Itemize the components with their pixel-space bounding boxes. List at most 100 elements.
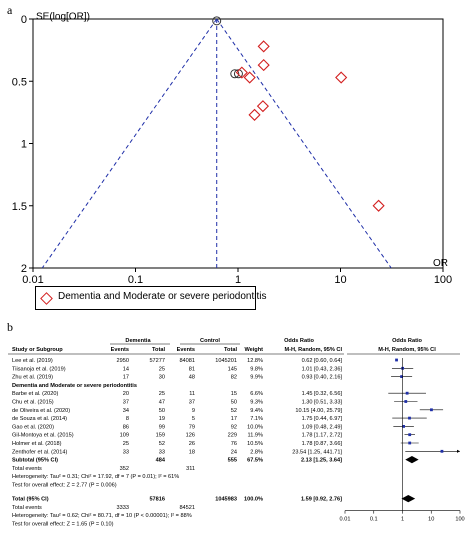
events-control: 37 — [189, 400, 195, 406]
events-dementia: 20 — [123, 391, 129, 397]
total-or-ci: 1.59 [0.92, 2.76] — [301, 497, 342, 503]
header-weight: Weight — [244, 347, 263, 353]
subtotal-total-control: 555 — [228, 458, 237, 464]
or-ci: 0.93 [0.40, 2.16] — [302, 375, 343, 381]
total-events-dementia: 3333 — [117, 505, 129, 511]
diamond-point — [243, 71, 256, 84]
subtotal-events-dementia: 352 — [120, 466, 129, 472]
circle-point — [230, 69, 240, 79]
total-heterogeneity: Heterogeneity: Tau² = 0.62; Chi² = 80.71… — [12, 513, 192, 519]
study-marker — [404, 400, 408, 403]
diamond-point — [248, 108, 261, 121]
diamond-point — [235, 66, 248, 79]
funnel-plot: 0.01 0.1 1 10 100 0 0.5 1 1.5 2 SE(log[OR]) OR Deme… — [12, 12, 452, 310]
study-name: Tiisanoja et al. (2019) — [12, 366, 66, 372]
diamond-point — [335, 71, 348, 84]
total-control: 50 — [231, 400, 237, 406]
total-dementia: 57277 — [149, 358, 165, 364]
study-marker — [400, 375, 403, 378]
or-ci: 0.62 [0.60, 0.64] — [302, 358, 343, 364]
header-total: Total — [224, 347, 237, 353]
or-ci: 23.54 [1.25, 441.71] — [292, 449, 342, 455]
total-control: 76 — [231, 441, 237, 447]
or-ci: 1.30 [0.51, 3.33] — [302, 400, 343, 406]
study-marker — [430, 408, 433, 412]
events-dementia: 8 — [126, 416, 129, 422]
events-control: 18 — [189, 449, 195, 455]
study-marker — [402, 425, 405, 428]
header-method-plot: M-H, Random, 95% CI — [378, 347, 436, 353]
total-total-control: 1045983 — [215, 497, 237, 503]
study-name: Gao et al. (2020) — [12, 424, 54, 430]
header-method: M-H, Random, 95% CI — [285, 347, 343, 353]
weight: 9.8% — [250, 366, 263, 372]
events-control: 48 — [189, 375, 195, 381]
diamond-point — [257, 40, 270, 53]
total-control: 229 — [228, 433, 237, 439]
subtotal-events-control: 311 — [186, 466, 195, 472]
events-control: 81 — [189, 366, 195, 372]
study-marker — [408, 441, 412, 445]
total-events-label: Total events — [12, 505, 42, 511]
events-dementia: 86 — [123, 424, 129, 430]
x-tick-label: 0.1 — [128, 274, 143, 286]
total-control: 145 — [228, 366, 237, 372]
total-dementia: 52 — [159, 441, 165, 447]
study-marker — [395, 358, 398, 362]
total-dementia: 50 — [159, 408, 165, 414]
y-axis-title: SE(log[OR]) — [36, 12, 90, 23]
events-dementia: 109 — [120, 433, 129, 439]
total-dementia: 33 — [159, 449, 165, 455]
legend-label: Dementia and Moderate or severe periodon… — [58, 291, 267, 302]
header-odds-ratio: Odds Ratio — [284, 338, 314, 344]
events-control: 5 — [192, 416, 195, 422]
total-dementia: 159 — [156, 433, 165, 439]
total-control: 15 — [231, 391, 237, 397]
or-ci: 1.78 [0.87, 3.66] — [302, 441, 343, 447]
study-name: Chu et al. (2015) — [12, 400, 54, 406]
total-dementia: 30 — [159, 375, 165, 381]
diamond-point — [257, 58, 270, 72]
weight: 9.3% — [250, 400, 263, 406]
study-marker — [408, 433, 412, 437]
y-tick-label: 0 — [21, 14, 27, 26]
x-tick-label: 100 — [434, 274, 452, 286]
funnel-plot-svg: 0.01 0.1 1 10 100 0 0.5 1 1.5 2 SE(log[OR]) OR — [12, 12, 452, 287]
total-events-control: 84521 — [179, 505, 195, 511]
total-control: 82 — [231, 375, 237, 381]
total-control: 24 — [231, 449, 237, 455]
events-dementia: 37 — [123, 400, 129, 406]
total-control: 92 — [231, 424, 237, 430]
x-tick-label: 0.01 — [22, 274, 43, 286]
forest-x-tick-label: 0.01 — [340, 517, 351, 523]
or-ci: 1.78 [1.17, 2.72] — [302, 433, 343, 439]
header-total: Total — [152, 347, 165, 353]
diamond-icon — [40, 292, 53, 305]
total-dementia: 47 — [159, 400, 165, 406]
events-control: 26 — [189, 441, 195, 447]
events-control: 84081 — [179, 358, 195, 364]
weight: 7.1% — [250, 416, 263, 422]
events-dementia: 33 — [123, 449, 129, 455]
total-label: Total (95% CI) — [12, 497, 49, 503]
total-dementia: 25 — [159, 391, 165, 397]
study-name: Gil-Montoya et al. (2015) — [12, 433, 74, 439]
weight: 6.6% — [250, 391, 263, 397]
or-ci: 10.15 [4.00, 25.79] — [295, 408, 342, 414]
subtotal-weight: 67.5% — [247, 458, 263, 464]
total-control: 17 — [231, 416, 237, 422]
events-control: 79 — [189, 424, 195, 430]
or-ci: 1.75 [0.44, 6.97] — [302, 416, 343, 422]
weight: 10.5% — [247, 441, 263, 447]
subtotal-total-dementia: 484 — [156, 458, 166, 464]
forest-x-tick-label: 0.1 — [370, 517, 378, 523]
header-events: Events — [177, 347, 195, 353]
study-name: Barbe et al. (2020) — [12, 391, 58, 397]
events-control: 11 — [189, 391, 195, 397]
diamond-point — [372, 199, 385, 212]
circle-point — [212, 16, 222, 26]
total-control: 1045201 — [215, 358, 237, 364]
panel-b-label: b — [7, 320, 13, 334]
study-marker — [440, 449, 444, 453]
weight: 9.4% — [250, 408, 263, 414]
